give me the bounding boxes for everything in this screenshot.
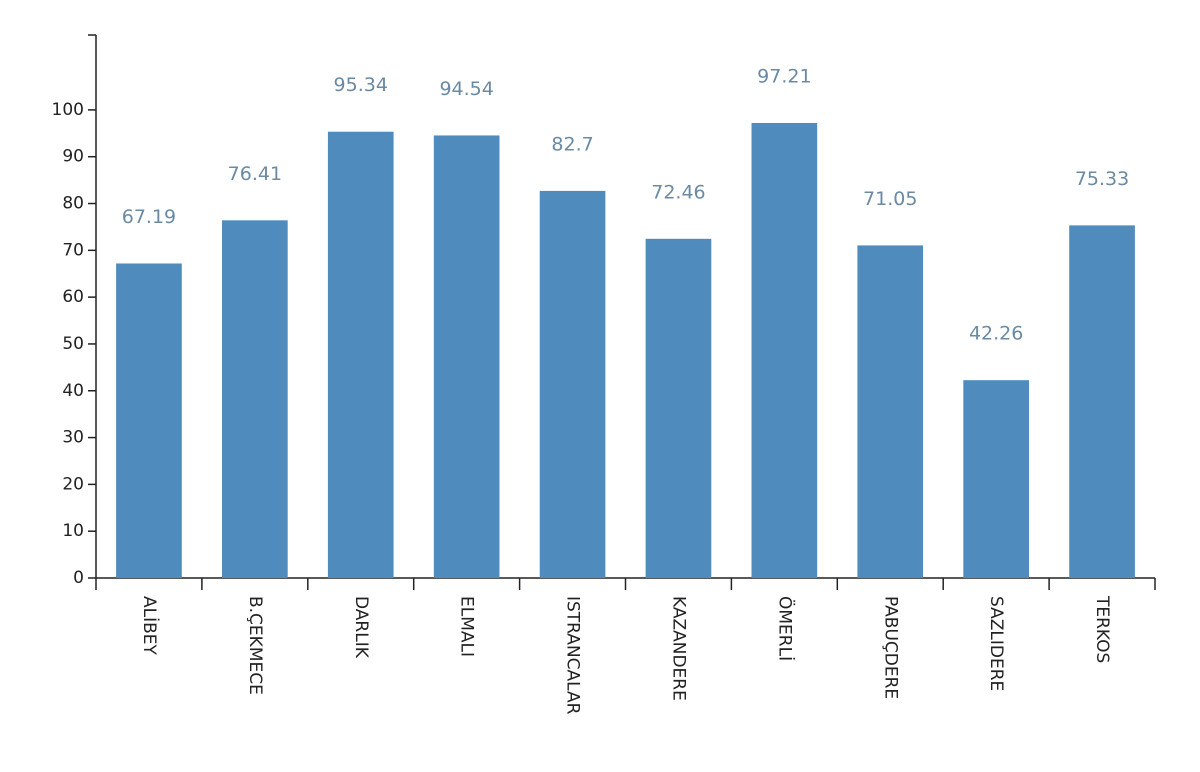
bar (645, 238, 712, 578)
y-tick-label: 20 (62, 474, 84, 494)
y-tick-label: 30 (62, 428, 84, 448)
value-label: 76.41 (228, 163, 282, 185)
value-label: 95.34 (334, 74, 388, 96)
y-tick-label: 50 (62, 334, 84, 354)
bar (751, 122, 818, 578)
x-tick-label: KAZANDERE (668, 596, 688, 701)
bar (857, 245, 924, 578)
x-tick-label: ISTRANCALAR (563, 596, 583, 715)
x-tick-label: TERKOS (1092, 595, 1112, 663)
bar (327, 131, 394, 578)
bar (433, 135, 500, 578)
value-label: 97.21 (757, 65, 811, 87)
bar (1069, 225, 1135, 578)
value-label: 71.05 (863, 188, 917, 210)
x-tick-label: ELMALI (457, 596, 477, 657)
x-tick-label: B.ÇEKMECE (245, 596, 265, 695)
x-tick-label: DARLIK (351, 596, 371, 659)
x-tick-label: PABUÇDERE (880, 596, 900, 699)
value-label: 75.33 (1075, 168, 1129, 190)
value-label: 42.26 (969, 323, 1023, 345)
y-tick-label: 90 (62, 147, 84, 167)
bar (963, 380, 1029, 578)
y-tick-label: 100 (52, 100, 84, 120)
y-tick-label: 0 (73, 568, 84, 588)
x-tick-label: SAZLIDERE (986, 596, 1006, 691)
value-label: 82.7 (551, 133, 593, 155)
y-tick-label: 60 (62, 287, 84, 307)
value-label: 94.54 (439, 78, 493, 100)
y-tick-label: 80 (62, 194, 84, 214)
bar (222, 220, 288, 579)
y-tick-label: 70 (62, 240, 84, 260)
x-tick-label: ÖMERLİ (774, 596, 796, 661)
value-label: 67.19 (122, 206, 176, 228)
bar (116, 263, 182, 578)
y-tick-label: 40 (62, 381, 84, 401)
bar (539, 190, 606, 578)
y-tick-label: 10 (62, 521, 84, 541)
value-label: 72.46 (651, 181, 705, 203)
x-tick-label: ALİBEY (139, 596, 160, 656)
